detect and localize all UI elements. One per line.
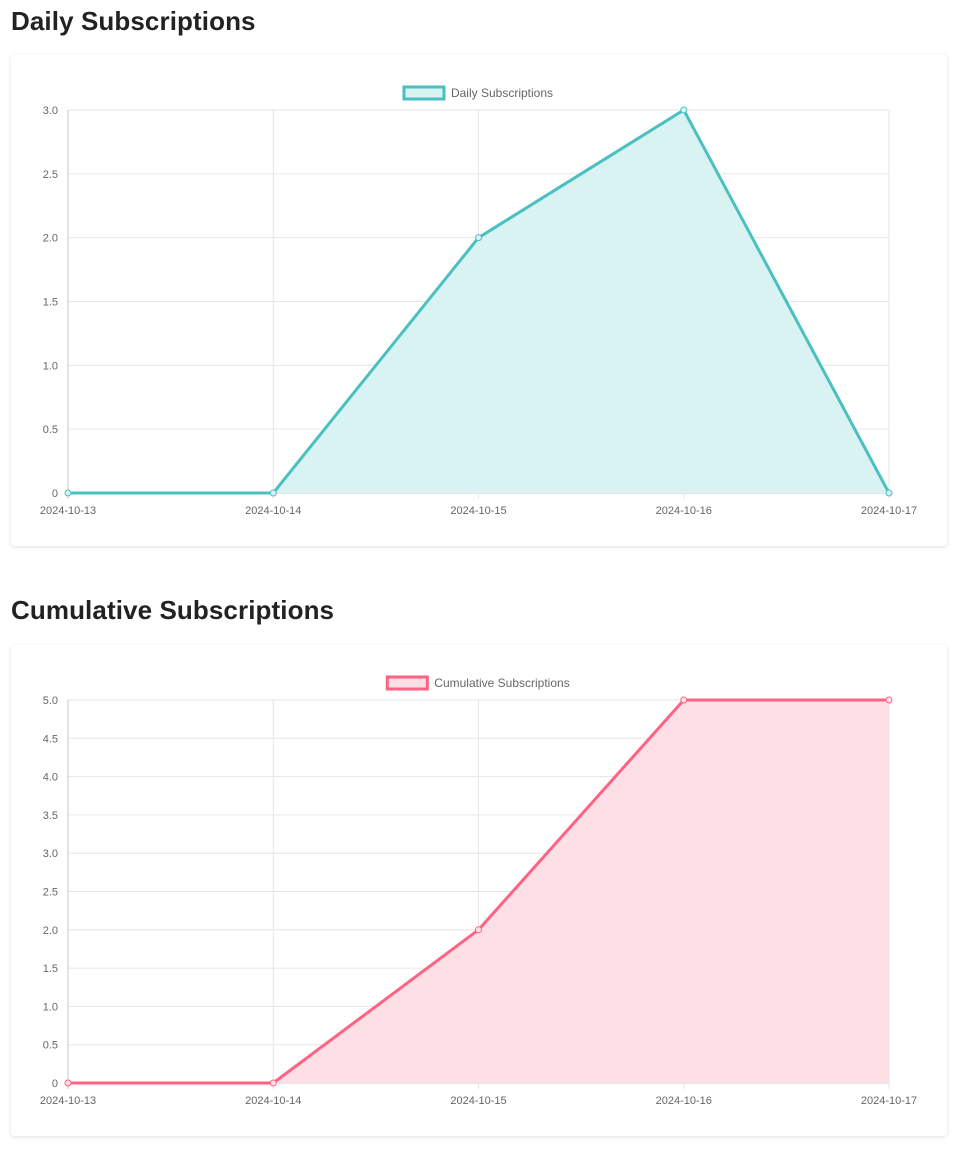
data-point xyxy=(475,926,482,934)
y-tick-label: 2.0 xyxy=(43,233,58,245)
y-tick-label: 1.0 xyxy=(43,1001,58,1013)
x-tick-label: 2024-10-17 xyxy=(861,505,917,517)
data-point xyxy=(475,234,482,242)
y-tick-label: 3.5 xyxy=(43,810,58,822)
x-tick-label: 2024-10-14 xyxy=(245,1095,301,1107)
cumulative-subscriptions-heading: Cumulative Subscriptions xyxy=(11,595,335,625)
data-point xyxy=(64,1079,72,1087)
daily-subscriptions-chart: 0 0.5 1.0 1.5 2.0 2.5 3.0 2024-10-13 2024-10-14 2… xyxy=(40,85,917,517)
y-tick-label: 1.0 xyxy=(43,360,58,372)
legend-label: Cumulative Subscriptions xyxy=(434,676,569,690)
daily-subscriptions-heading: Daily Subscriptions xyxy=(11,6,256,36)
y-tick-label: 1.5 xyxy=(43,297,58,309)
data-point xyxy=(885,489,893,497)
x-tick-label: 2024-10-13 xyxy=(40,505,96,517)
x-tick-label: 2024-10-14 xyxy=(245,505,301,517)
y-tick-label: 1.5 xyxy=(43,963,58,975)
cumulative-subscriptions-chart: 0 0.5 1.0 1.5 2.0 2.5 3.0 3.5 4.0 4.5 5.0 2024-10-1… xyxy=(40,675,917,1107)
y-tick-label: 2.0 xyxy=(43,925,58,937)
x-tick-label: 2024-10-16 xyxy=(656,505,712,517)
y-tick-label: 3.0 xyxy=(43,105,58,117)
x-tick-label: 2024-10-17 xyxy=(861,1095,917,1107)
y-tick-label: 4.5 xyxy=(43,733,58,745)
x-tick-label: 2024-10-16 xyxy=(656,1095,712,1107)
y-tick-label: 0 xyxy=(52,1078,58,1090)
legend-label: Daily Subscriptions xyxy=(451,86,553,100)
y-tick-label: 0.5 xyxy=(43,1040,58,1052)
legend-swatch xyxy=(402,85,446,101)
data-point xyxy=(64,489,72,497)
data-point xyxy=(680,106,688,114)
cumulative-subscriptions-card: 0 0.5 1.0 1.5 2.0 2.5 3.0 3.5 4.0 4.5 5.0 2024-10-1… xyxy=(11,645,947,1136)
x-tick-label: 2024-10-15 xyxy=(450,505,506,517)
series-area xyxy=(68,700,889,1083)
data-point xyxy=(885,696,893,704)
y-tick-label: 5.0 xyxy=(43,695,58,707)
x-tick-label: 2024-10-13 xyxy=(40,1095,96,1107)
data-point xyxy=(680,696,688,704)
legend-swatch xyxy=(385,675,429,691)
series-area xyxy=(68,110,889,493)
y-tick-label: 3.0 xyxy=(43,848,58,860)
y-tick-label: 2.5 xyxy=(43,169,58,181)
y-tick-label: 2.5 xyxy=(43,887,58,899)
x-tick-label: 2024-10-15 xyxy=(450,1095,506,1107)
data-point xyxy=(269,1079,277,1087)
y-tick-label: 4.0 xyxy=(43,772,58,784)
y-tick-label: 0.5 xyxy=(43,424,58,436)
daily-subscriptions-card: 0 0.5 1.0 1.5 2.0 2.5 3.0 2024-10-13 2024-10-14 2… xyxy=(11,55,947,546)
data-point xyxy=(269,489,277,497)
y-tick-label: 0 xyxy=(52,488,58,500)
